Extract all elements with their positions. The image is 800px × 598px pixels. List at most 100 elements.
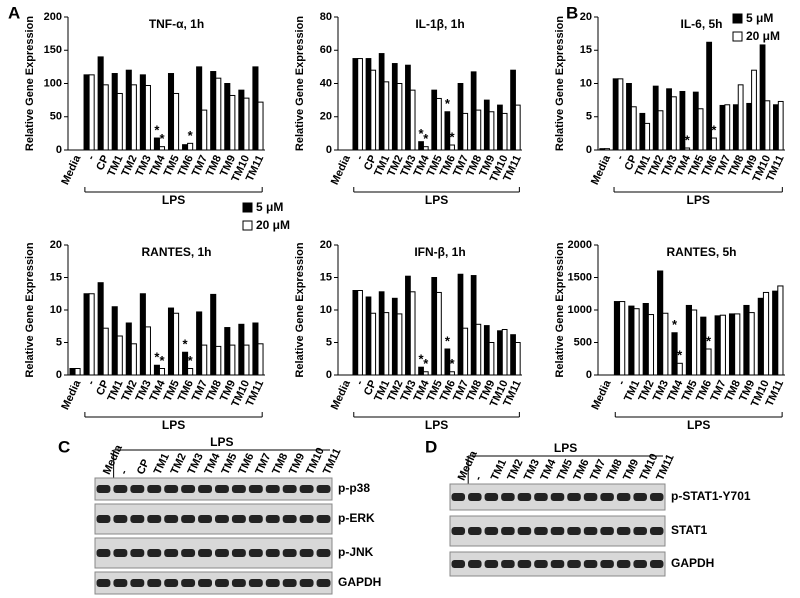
x-tick-label: -: [354, 153, 367, 162]
y-axis-label: Relative Gene Expression: [554, 16, 566, 151]
bar: [69, 368, 76, 376]
bar: [642, 303, 649, 376]
blot-band: [534, 560, 548, 568]
bar: [139, 293, 146, 376]
bar: [111, 73, 118, 151]
bar: [457, 273, 464, 376]
chart-title: IL-1β, 1h: [415, 17, 464, 31]
x-tick-label: CP: [622, 153, 639, 172]
significance-mark: *: [154, 350, 160, 365]
bar: [187, 368, 194, 376]
row-label: GAPDH: [671, 556, 714, 570]
blot-band: [265, 485, 280, 493]
y-tick-label: 50: [50, 111, 62, 123]
x-tick-label: CP: [362, 378, 379, 397]
bar: [365, 58, 372, 151]
significance-mark: *: [419, 126, 425, 141]
blot-band: [633, 493, 647, 501]
blot-band: [198, 579, 212, 587]
bracket-label: LPS: [210, 435, 233, 449]
bar: [685, 304, 692, 376]
bar: [352, 290, 359, 376]
blot-band: [534, 493, 548, 501]
bar: [173, 312, 180, 376]
blot-band: [181, 549, 196, 557]
blot-band: [113, 485, 128, 493]
bar: [224, 327, 231, 376]
x-tick-label: CP: [94, 153, 111, 172]
bar: [462, 112, 469, 151]
legend-label: 20 μM: [256, 218, 290, 232]
y-tick-label: 5: [326, 336, 332, 348]
bar: [647, 314, 655, 376]
bar: [657, 110, 664, 151]
bar: [711, 137, 717, 151]
bar: [488, 342, 495, 376]
bar: [633, 308, 640, 376]
bar: [391, 297, 398, 376]
bar: [436, 97, 442, 151]
blot-band: [231, 579, 246, 587]
blot-strip: [94, 477, 333, 501]
blot-band: [96, 515, 111, 523]
blot-band: [633, 527, 647, 535]
blot-band: [198, 515, 212, 523]
y-tick-label: 5: [586, 111, 592, 123]
bar: [252, 66, 259, 151]
y-tick-label: 10: [320, 304, 332, 316]
y-tick-label: 0: [586, 144, 592, 156]
lane-label: TM7: [253, 451, 273, 476]
bar: [652, 85, 659, 151]
lane-label: -: [472, 474, 485, 483]
bar: [444, 348, 451, 376]
bar: [719, 104, 726, 151]
x-tick-label: -: [616, 378, 629, 387]
bar: [724, 104, 731, 151]
x-tick-label: Media: [59, 153, 83, 187]
bar: [732, 104, 739, 151]
bar: [422, 146, 429, 151]
bar: [409, 291, 416, 376]
x-tick-label: Media: [589, 378, 613, 412]
bar: [475, 323, 482, 376]
lane-label: TM8: [270, 451, 290, 476]
blot-band: [147, 485, 162, 493]
bar: [483, 325, 490, 376]
bar: [684, 147, 691, 151]
lane-label: TM6: [236, 451, 256, 476]
bar: [116, 335, 123, 376]
bar: [83, 74, 90, 151]
blot-band: [113, 515, 128, 523]
bar: [167, 73, 175, 151]
blot-band: [468, 493, 482, 501]
bracket-label: LPS: [162, 418, 185, 432]
bar: [352, 58, 359, 151]
bar: [370, 69, 377, 151]
significance-mark: *: [445, 333, 451, 348]
bar: [144, 84, 151, 151]
blot-band: [164, 549, 179, 557]
blot-band: [282, 515, 297, 523]
bar: [488, 111, 495, 151]
panel-label: C: [58, 437, 70, 456]
chart-title: IFN-β, 1h: [414, 245, 465, 259]
bar: [510, 69, 516, 151]
blot-band: [215, 549, 229, 557]
bar: [391, 63, 398, 151]
bar: [409, 89, 416, 151]
y-tick-label: 1500: [568, 271, 592, 283]
legend-label: 5 μM: [256, 200, 283, 214]
bar: [396, 313, 403, 376]
blot-band: [215, 515, 229, 523]
blot-band: [130, 515, 145, 523]
bar: [215, 345, 222, 376]
bar: [102, 84, 109, 151]
blot-band: [316, 515, 331, 523]
blot-band: [198, 485, 212, 493]
bar: [182, 351, 189, 376]
bar: [88, 293, 95, 376]
significance-mark: *: [685, 132, 691, 147]
bar: [604, 148, 610, 151]
bar: [599, 148, 606, 151]
x-tick-label: -: [85, 153, 98, 162]
